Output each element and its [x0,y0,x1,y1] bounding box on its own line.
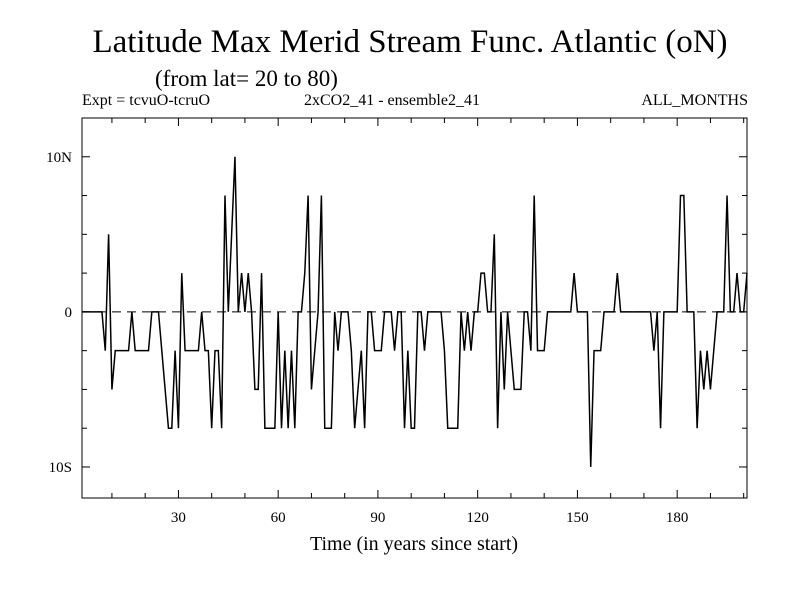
plot-frame [81,117,748,499]
series-line [82,156,748,468]
y-tick-label: 0 [65,305,73,321]
x-tick-label: 180 [666,510,689,526]
x-tick-label: 120 [466,510,489,526]
x-tick-label: 90 [370,510,385,526]
dataset-label: 2xCO2_41 - ensemble2_41 [304,92,480,109]
experiment-label: Expt = tcvuO-tcruO [82,92,211,109]
x-tick-label: 30 [171,510,186,526]
y-tick-label: 10N [46,150,72,166]
x-tick-label: 60 [271,510,286,526]
x-axis-label: Time (in years since start) [310,533,518,555]
x-tick-label: 150 [566,510,589,526]
chart-subtitle: (from lat= 20 to 80) [155,66,338,91]
chart-title: Latitude Max Merid Stream Func. Atlantic… [92,24,728,60]
y-tick-label: 10S [49,460,72,476]
months-label: ALL_MONTHS [641,92,748,109]
